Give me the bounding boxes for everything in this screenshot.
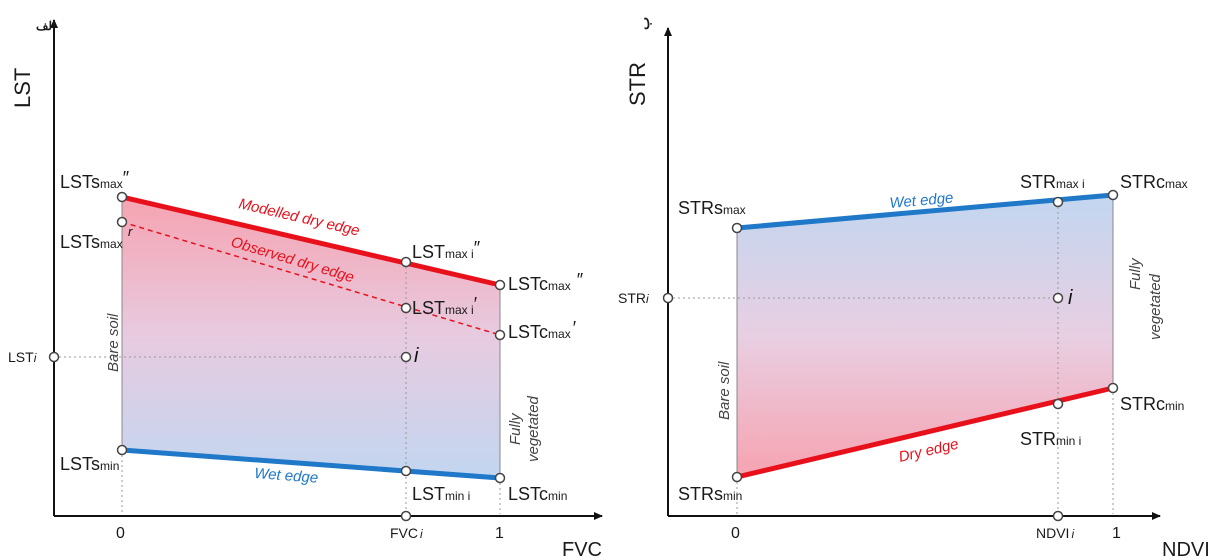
right-label-str-cmax: STRcmax — [1120, 172, 1188, 192]
left-panel-tag: الف — [36, 19, 55, 33]
left-point-lst-smax-obs — [116, 216, 128, 228]
right-x-tick-ndvi-i: NDVI i — [1036, 525, 1074, 541]
left-y-tick-lst-i: LSTi — [8, 349, 37, 365]
right-label-str-smin: STRsmin — [678, 484, 742, 504]
left-point-lst-cmax-obs — [494, 329, 506, 341]
right-point-str-cmax — [1107, 189, 1119, 201]
left-point-lst-cmin — [494, 472, 506, 484]
left-x-axis-label: FVC — [562, 539, 602, 560]
right-panel: STR ب NDVI 0 NDVI i 1 STRi Bare soil Full… — [618, 17, 1210, 560]
right-y-axis-label: STR — [625, 62, 650, 106]
left-point-r-label: r — [128, 224, 133, 239]
left-label-lst-max-mod: LSTmax i″ — [412, 238, 481, 262]
left-point-lst-max-mod — [400, 256, 412, 268]
right-point-str-smin — [731, 471, 743, 483]
left-vegetated-label: vegetated — [525, 395, 542, 462]
left-point-fvc-i-axis — [400, 510, 412, 522]
right-panel-tag: ب — [636, 17, 652, 30]
right-y-tick-str-i: STRi — [618, 290, 649, 306]
left-label-lst-smax-obs: LSTsmax — [60, 232, 123, 252]
right-point-str-smax — [731, 222, 743, 234]
right-point-str-min — [1052, 398, 1064, 410]
left-observed-dry-edge — [121, 221, 501, 336]
left-modelled-dry-edge — [121, 194, 501, 288]
left-label-lst-max-obs: LSTmax i′ — [412, 294, 478, 318]
left-wet-edge-label: Wet edge — [254, 465, 319, 487]
right-point-i-label: i — [1068, 287, 1073, 309]
right-wet-edge-label: Wet edge — [889, 189, 954, 212]
left-point-i — [400, 351, 412, 363]
left-label-lst-cmin: LSTcmin — [508, 484, 567, 504]
left-point-lst-max-obs — [400, 302, 412, 314]
left-x-tick-1: 1 — [495, 525, 504, 542]
left-wet-edge — [121, 447, 501, 481]
right-x-axis-label: NDVI — [1162, 539, 1210, 560]
left-label-lst-min: LSTmin i — [412, 484, 470, 504]
left-point-i-label: i — [414, 345, 419, 367]
left-point-lst-min — [400, 465, 412, 477]
left-point-lst-smin — [116, 444, 128, 456]
right-point-i — [1052, 292, 1064, 304]
left-label-lst-cmax-obs: LSTcmax ′ — [508, 318, 577, 342]
left-label-lst-smin: LSTsmin — [60, 454, 119, 474]
right-x-tick-1: 1 — [1112, 525, 1121, 542]
left-point-lst-cmax-mod — [494, 279, 506, 291]
left-panel: LST الف FVC 0 FVC i 1 LSTi Bare soil Full… — [8, 19, 603, 560]
left-fully-label: Fully — [507, 412, 524, 445]
left-x-tick-0: 0 — [116, 525, 125, 542]
left-y-axis-label: LST — [10, 68, 35, 108]
left-label-lst-smax-mod: LSTsmax″ — [60, 168, 130, 192]
right-fully-label: Fully — [1127, 257, 1144, 290]
right-label-str-max: STRmax i — [1020, 172, 1085, 192]
right-wet-edge — [736, 192, 1114, 231]
right-point-str-i-axis — [662, 292, 674, 304]
right-label-str-smax: STRsmax — [678, 198, 746, 218]
left-label-lst-cmax-mod: LSTcmax ″ — [508, 270, 584, 294]
right-dry-edge-label: Dry edge — [897, 436, 960, 466]
left-bare-soil-label: Bare soil — [105, 313, 122, 372]
right-trapezoid-fill — [737, 195, 1113, 477]
right-label-str-min: STRmin i — [1020, 429, 1081, 449]
right-label-str-cmin: STRcmin — [1120, 394, 1184, 414]
right-dry-edge — [736, 385, 1114, 480]
right-point-str-cmin — [1107, 382, 1119, 394]
right-point-ndvi-i-axis — [1052, 510, 1064, 522]
left-x-tick-fvc-i: FVC i — [390, 525, 423, 541]
right-x-tick-0: 0 — [731, 525, 740, 542]
right-point-str-max — [1052, 196, 1064, 208]
right-vegetated-label: vegetated — [1147, 273, 1164, 340]
left-point-lst-i-axis — [48, 351, 60, 363]
right-bare-soil-label: Bare soil — [716, 361, 733, 420]
left-point-lst-smax-mod — [116, 191, 128, 203]
